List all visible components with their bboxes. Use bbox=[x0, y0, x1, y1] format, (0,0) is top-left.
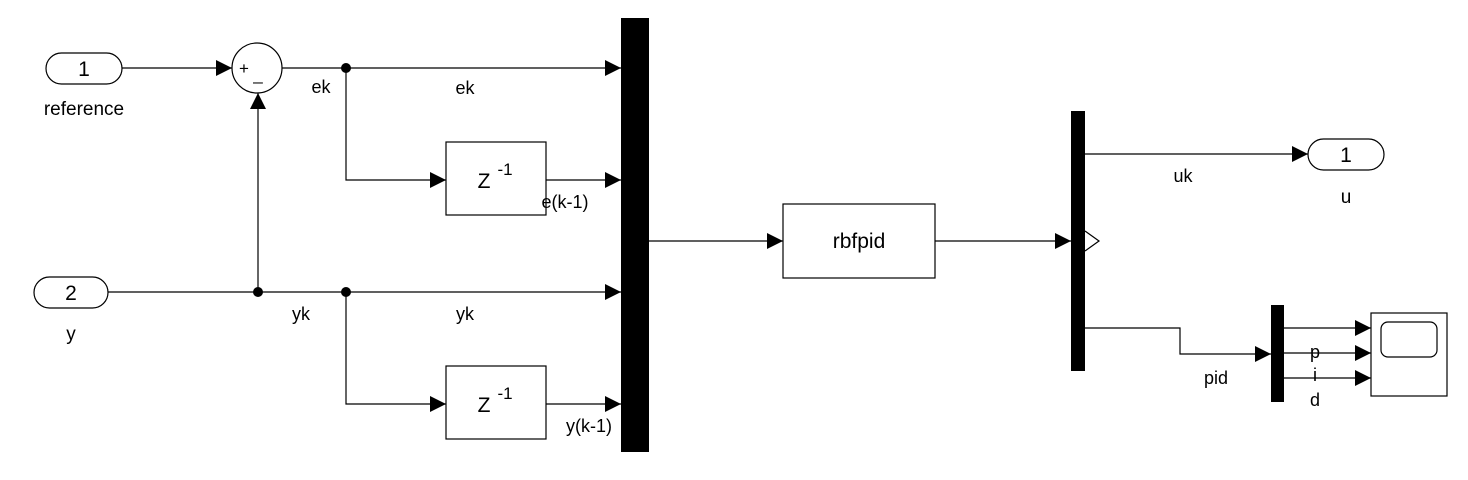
unit-delay-y-exponent: -1 bbox=[497, 384, 512, 403]
outport-u-number: 1 bbox=[1340, 144, 1352, 167]
unit-delay-e-label: Z bbox=[478, 170, 491, 193]
signal-label-d: d bbox=[1310, 390, 1320, 410]
unit-delay-e-exponent: -1 bbox=[497, 160, 512, 179]
unit-delay-block-y[interactable]: Z -1 bbox=[445, 365, 547, 440]
sum-block[interactable]: + _ bbox=[231, 42, 283, 94]
inport-y[interactable]: 2 bbox=[33, 276, 109, 309]
rbfpid-label: rbfpid bbox=[833, 230, 886, 253]
wire-ek-to-delay1[interactable] bbox=[345, 68, 446, 188]
signal-label-y-prev: y(k-1) bbox=[566, 416, 612, 436]
signal-label-p: p bbox=[1310, 342, 1320, 362]
signal-label-ek-branch: ek bbox=[311, 77, 331, 97]
mux-block[interactable] bbox=[621, 18, 649, 452]
signal-label-uk: uk bbox=[1173, 166, 1193, 186]
inport-reference-label: reference bbox=[44, 99, 124, 120]
inport-reference[interactable]: 1 bbox=[45, 52, 123, 85]
inport-y-label: y bbox=[66, 324, 76, 345]
signal-label-yk: yk bbox=[456, 304, 475, 324]
unit-delay-block-e[interactable]: Z -1 bbox=[445, 141, 547, 216]
scope-screen-icon bbox=[1380, 321, 1438, 358]
signal-label-yk-branch: yk bbox=[292, 304, 311, 324]
signal-lines bbox=[108, 60, 1371, 412]
sum-plus-sign: + bbox=[239, 59, 249, 78]
sum-minus-sign: _ bbox=[252, 65, 263, 84]
outport-u[interactable]: 1 bbox=[1307, 138, 1385, 171]
signal-label-pid: pid bbox=[1204, 368, 1228, 388]
wire-pid-to-demux2[interactable] bbox=[1085, 327, 1271, 362]
signal-label-ek: ek bbox=[455, 78, 475, 98]
demux-block[interactable] bbox=[1071, 111, 1101, 371]
signal-label-i: i bbox=[1313, 365, 1317, 385]
branch-point-ek bbox=[341, 63, 351, 73]
branch-point-yk bbox=[341, 287, 351, 297]
scope-block[interactable] bbox=[1370, 312, 1448, 397]
outport-u-label: u bbox=[1341, 187, 1352, 208]
inport-y-number: 2 bbox=[65, 282, 77, 305]
inport-reference-number: 1 bbox=[78, 58, 90, 81]
wire-yk-to-delay2[interactable] bbox=[345, 292, 446, 412]
unit-delay-y-label: Z bbox=[478, 394, 491, 417]
signal-label-e-prev: e(k-1) bbox=[541, 192, 588, 212]
branch-point-y bbox=[253, 287, 263, 297]
pid-demux-block[interactable] bbox=[1271, 305, 1284, 402]
rbfpid-subsystem-block[interactable]: rbfpid bbox=[782, 203, 936, 279]
